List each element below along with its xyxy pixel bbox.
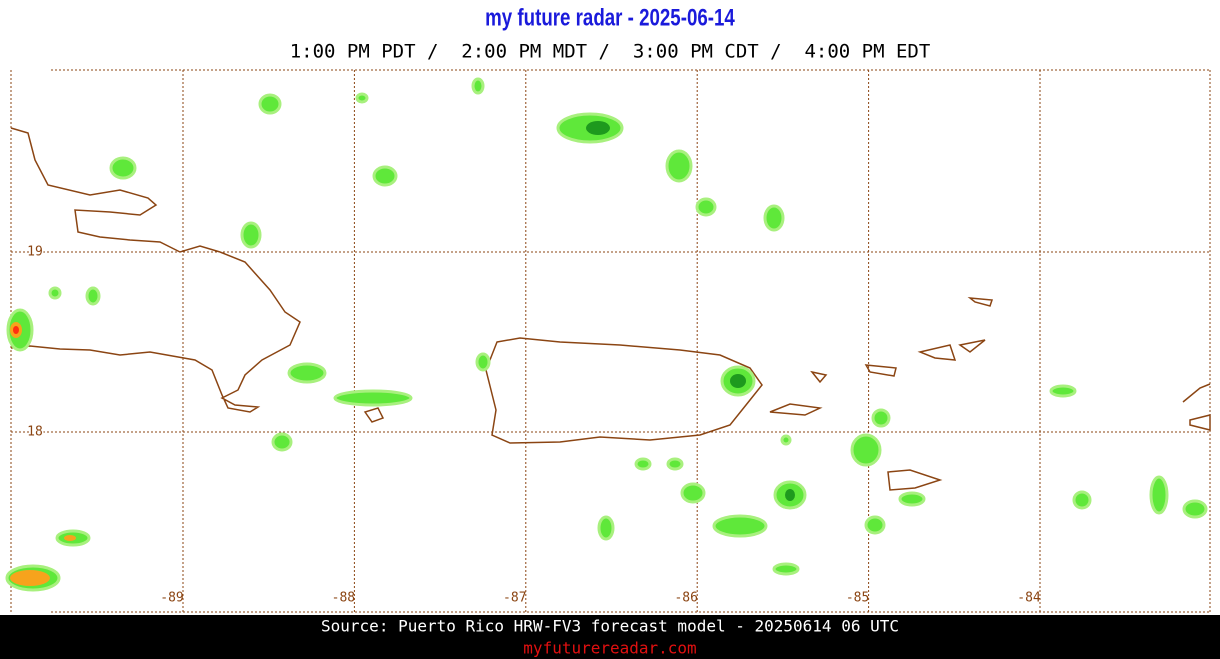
st-croix bbox=[887, 469, 943, 491]
echo bbox=[372, 165, 398, 187]
lat-label: 18 bbox=[27, 425, 43, 440]
puerto-rico-coast bbox=[485, 337, 763, 444]
echo bbox=[763, 204, 785, 232]
lon-label: -86 bbox=[674, 591, 697, 606]
lat-label: 19 bbox=[27, 245, 43, 260]
echo bbox=[109, 156, 137, 180]
echo bbox=[1072, 490, 1092, 510]
echo bbox=[240, 221, 262, 249]
echo bbox=[864, 515, 886, 535]
lon-label: -87 bbox=[503, 591, 526, 606]
echo bbox=[871, 408, 891, 428]
echo bbox=[355, 92, 369, 104]
source-text: Source: Puerto Rico HRW-FV3 forecast mod… bbox=[321, 617, 899, 636]
coastlines bbox=[10, 127, 1211, 491]
lon-label: -89 bbox=[160, 591, 183, 606]
echo bbox=[333, 389, 413, 407]
hispaniola-coast bbox=[10, 127, 301, 413]
echo bbox=[772, 562, 800, 576]
echo bbox=[665, 149, 693, 183]
echo bbox=[597, 515, 615, 541]
virgin-islands bbox=[864, 297, 994, 377]
island bbox=[363, 407, 385, 423]
echo bbox=[898, 491, 926, 507]
echo-core bbox=[13, 326, 19, 334]
echo bbox=[271, 432, 293, 452]
echo bbox=[1182, 499, 1208, 519]
echo bbox=[1049, 384, 1077, 398]
echo-core bbox=[64, 535, 76, 541]
echo bbox=[48, 286, 62, 300]
echo bbox=[695, 197, 717, 217]
echo bbox=[780, 434, 792, 446]
title: my future radar - 2025-06-14 bbox=[485, 4, 735, 31]
echo bbox=[287, 362, 327, 384]
echo bbox=[1149, 475, 1169, 515]
echo-core bbox=[10, 570, 50, 586]
footer-band bbox=[0, 615, 1220, 659]
graticule: -89 -88 -87 -86 -85 -84 19 18 bbox=[11, 70, 1210, 612]
echo-core bbox=[785, 489, 795, 501]
island bbox=[769, 403, 823, 416]
lon-label: -85 bbox=[846, 591, 869, 606]
echo-core bbox=[586, 121, 610, 135]
echo bbox=[680, 482, 706, 504]
echo bbox=[666, 457, 684, 471]
echo-core bbox=[730, 374, 746, 388]
island bbox=[1182, 383, 1211, 431]
echo bbox=[85, 286, 101, 306]
echo bbox=[634, 457, 652, 471]
lon-label: -88 bbox=[332, 591, 355, 606]
site-url: myfuturereadar.com bbox=[523, 639, 696, 658]
echo bbox=[258, 93, 282, 115]
radar-echoes bbox=[5, 77, 1208, 592]
subtitle: 1:00 PM PDT / 2:00 PM MDT / 3:00 PM CDT … bbox=[290, 41, 931, 63]
echo bbox=[712, 514, 768, 538]
map-frame bbox=[10, 69, 1211, 613]
echo bbox=[471, 77, 485, 95]
lon-label: -84 bbox=[1017, 591, 1041, 606]
island bbox=[810, 370, 828, 384]
echo bbox=[850, 433, 882, 467]
echo bbox=[475, 352, 491, 372]
